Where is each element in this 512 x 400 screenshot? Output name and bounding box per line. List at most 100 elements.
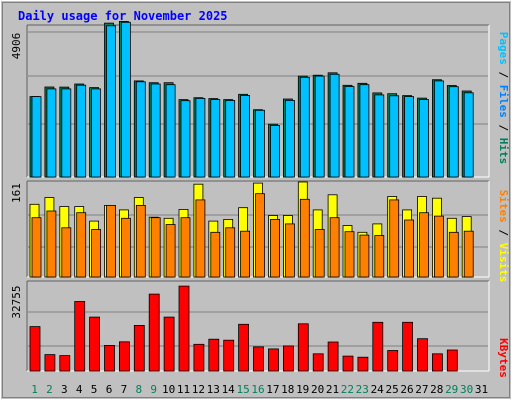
x-tick-label-11: 11 [177, 383, 190, 396]
bar-files-6 [106, 25, 116, 178]
y-axis-label-kbytes: KBytes [497, 338, 510, 378]
bar-sites-21 [329, 217, 340, 278]
bar-sites-6 [106, 204, 116, 278]
x-tick-label-30: 30 [460, 383, 473, 396]
bar-sites-29 [448, 231, 459, 278]
bar-kbytes-9 [148, 293, 160, 372]
bar-files-17 [270, 125, 280, 178]
bar-sites-25 [389, 199, 400, 278]
x-axis-labels: 1 2 3 4 5 6 7 8 9 10 11 12 13 14 15 16 17 18 19 20 21 22 23 24 2… [31, 383, 488, 396]
x-tick-label-15: 15 [236, 383, 249, 396]
bar-kbytes-12 [193, 343, 205, 372]
bar-kbytes-6 [104, 344, 115, 372]
x-tick-label-19: 19 [296, 383, 309, 396]
bar-files-2 [46, 88, 57, 178]
bar-files-29 [448, 86, 459, 178]
bar-kbytes-24 [372, 321, 384, 372]
x-tick-label-9: 9 [150, 383, 157, 396]
bar-sites-27 [419, 212, 429, 278]
bar-sites-20 [314, 229, 325, 278]
bar-sites-22 [344, 231, 355, 278]
bar-files-26 [404, 96, 415, 178]
bar-sites-1 [31, 217, 42, 278]
x-tick-label-31: 31 [475, 383, 488, 396]
bar-files-7 [121, 21, 131, 178]
label-visits: Visits [497, 243, 510, 283]
x-tick-label-27: 27 [415, 383, 428, 396]
x-tick-label-7: 7 [121, 383, 128, 396]
x-tick-label-28: 28 [430, 383, 443, 396]
bar-kbytes-5 [89, 316, 100, 372]
bar-sites-26 [404, 219, 415, 278]
bar-kbytes-27 [417, 338, 428, 372]
bar-sites-12 [195, 199, 206, 278]
panel-pages-files-hits [26, 20, 490, 178]
x-tick-label-4: 4 [76, 383, 83, 396]
bar-sites-7 [121, 217, 131, 278]
bar-files-28 [433, 80, 444, 178]
bar-sites-17 [270, 218, 280, 278]
x-tick-label-12: 12 [192, 383, 205, 396]
bar-kbytes-22 [342, 355, 354, 372]
bar-files-20 [314, 75, 325, 178]
bar-files-25 [389, 95, 400, 178]
bar-files-16 [255, 109, 265, 178]
y-max-label-pages: 4906 [10, 33, 23, 60]
bar-files-8 [135, 81, 146, 178]
label-files: Files [497, 85, 510, 118]
bar-sites-30 [463, 230, 474, 278]
bar-sites-10 [165, 224, 176, 278]
bar-kbytes-28 [431, 353, 443, 372]
bar-kbytes-29 [446, 349, 458, 372]
x-tick-label-13: 13 [207, 383, 220, 396]
chart-title: Daily usage for November 2025 [18, 9, 228, 23]
bar-kbytes-13 [208, 338, 220, 372]
bar-kbytes-25 [387, 350, 399, 372]
x-tick-label-22: 22 [341, 383, 354, 396]
bar-sites-11 [180, 217, 191, 278]
x-tick-label-6: 6 [106, 383, 113, 396]
x-tick-label-2: 2 [46, 383, 53, 396]
bar-kbytes-3 [59, 355, 71, 372]
x-tick-label-25: 25 [385, 383, 398, 396]
bar-kbytes-10 [163, 316, 175, 372]
bar-kbytes-14 [223, 339, 235, 372]
bar-files-15 [240, 95, 251, 178]
bar-kbytes-21 [327, 341, 339, 372]
bar-files-9 [150, 83, 161, 178]
bar-kbytes-20 [312, 353, 324, 372]
bar-files-14 [225, 100, 236, 178]
y-max-label-kbytes: 32755 [10, 285, 23, 318]
bar-sites-28 [433, 215, 444, 278]
bar-sites-23 [359, 234, 370, 278]
y-max-label-sites: 161 [10, 183, 23, 203]
bar-files-30 [463, 92, 474, 178]
y-axis-label-sites-visits: Sites / Visits [497, 190, 510, 283]
bar-files-11 [180, 100, 191, 178]
panel-sites-visits [26, 180, 490, 278]
bar-kbytes-7 [119, 341, 130, 372]
x-tick-label-14: 14 [222, 383, 236, 396]
bar-files-21 [329, 73, 340, 178]
bar-kbytes-23 [357, 356, 369, 372]
bar-kbytes-2 [44, 354, 56, 372]
bar-sites-5 [91, 229, 101, 278]
label-sites: Sites [497, 190, 510, 223]
bar-sites-24 [374, 235, 385, 278]
bar-files-27 [419, 99, 429, 178]
bar-sites-16 [255, 193, 265, 278]
bar-files-22 [344, 86, 355, 178]
bar-sites-3 [61, 227, 72, 278]
y-axis-label-pages-files-hits: Pages / Files / Hits [497, 32, 510, 165]
bar-kbytes-17 [268, 348, 279, 372]
x-tick-label-26: 26 [400, 383, 413, 396]
bar-sites-13 [210, 231, 221, 278]
bar-kbytes-26 [402, 321, 414, 372]
x-tick-label-20: 20 [311, 383, 324, 396]
bar-sites-19 [299, 198, 310, 278]
bar-files-23 [359, 84, 370, 178]
bar-kbytes-16 [253, 346, 264, 372]
bar-sites-18 [284, 223, 295, 278]
x-tick-label-21: 21 [326, 383, 339, 396]
